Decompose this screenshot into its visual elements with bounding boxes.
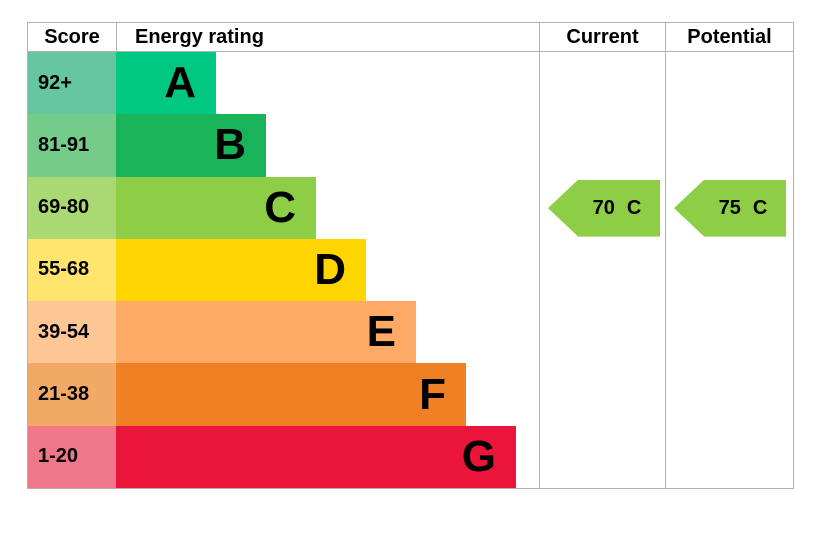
band-letter-label: G — [461, 431, 496, 481]
band-row: 69-80 C — [28, 176, 539, 239]
score-range-label: 92+ — [38, 71, 72, 94]
band-row: 21-38 F — [28, 363, 539, 426]
potential-band-letter: C — [752, 196, 768, 219]
potential-rating-arrow: 75 C — [674, 179, 786, 237]
band-row: 1-20 G — [28, 425, 539, 488]
current-band-letter: C — [626, 196, 642, 219]
band-row: 55-68 D — [28, 238, 539, 302]
current-score-value: 70 — [592, 196, 615, 219]
score-range-label: 55-68 — [38, 258, 90, 281]
potential-rating-column: 75 C — [665, 52, 793, 488]
potential-score-value: 75 — [718, 196, 741, 219]
score-column-header: Score — [44, 25, 100, 48]
table-body: 92+ A 81-91 B 69-80 C 55-68 D 39-54 E — [28, 52, 793, 488]
band-letter-label: C — [264, 182, 296, 232]
score-cell: 21-38 — [28, 363, 116, 426]
band-bar: E — [116, 301, 416, 364]
score-range-label: 69-80 — [38, 196, 90, 219]
score-cell: 55-68 — [28, 238, 116, 302]
band-bar: D — [116, 238, 366, 302]
band-bar: C — [116, 176, 316, 239]
score-cell: 39-54 — [28, 301, 116, 364]
table-header-row: Score Energy rating Current Potential — [28, 23, 793, 52]
epc-rating-table: Score Energy rating Current Potential 92… — [27, 22, 794, 489]
band-bar: G — [116, 425, 516, 488]
band-row: 81-91 B — [28, 114, 539, 177]
band-rows: 92+ A 81-91 B 69-80 C 55-68 D 39-54 E — [28, 52, 539, 488]
band-letter-label: B — [214, 120, 246, 170]
score-cell: 92+ — [28, 52, 116, 115]
band-letter-label: E — [366, 307, 396, 357]
band-bar: B — [116, 114, 266, 177]
score-range-label: 81-91 — [38, 133, 90, 156]
score-range-label: 21-38 — [38, 383, 90, 406]
current-rating-arrow: 70 C — [548, 179, 660, 237]
band-row: 92+ A — [28, 52, 539, 115]
score-range-label: 1-20 — [38, 445, 79, 468]
current-rating-column: 70 C — [539, 52, 665, 488]
current-column-header: Current — [539, 23, 665, 51]
band-bar: F — [116, 363, 466, 426]
band-letter-label: D — [314, 244, 346, 294]
band-bar: A — [116, 52, 216, 115]
energy-rating-column-header: Energy rating — [116, 23, 539, 51]
band-letter-label: A — [164, 58, 196, 108]
band-row: 39-54 E — [28, 301, 539, 364]
band-letter-label: F — [419, 369, 446, 419]
score-cell: 69-80 — [28, 176, 116, 239]
score-cell: 1-20 — [28, 425, 116, 488]
score-range-label: 39-54 — [38, 320, 90, 343]
score-cell: 81-91 — [28, 114, 116, 177]
potential-column-header: Potential — [665, 23, 793, 51]
